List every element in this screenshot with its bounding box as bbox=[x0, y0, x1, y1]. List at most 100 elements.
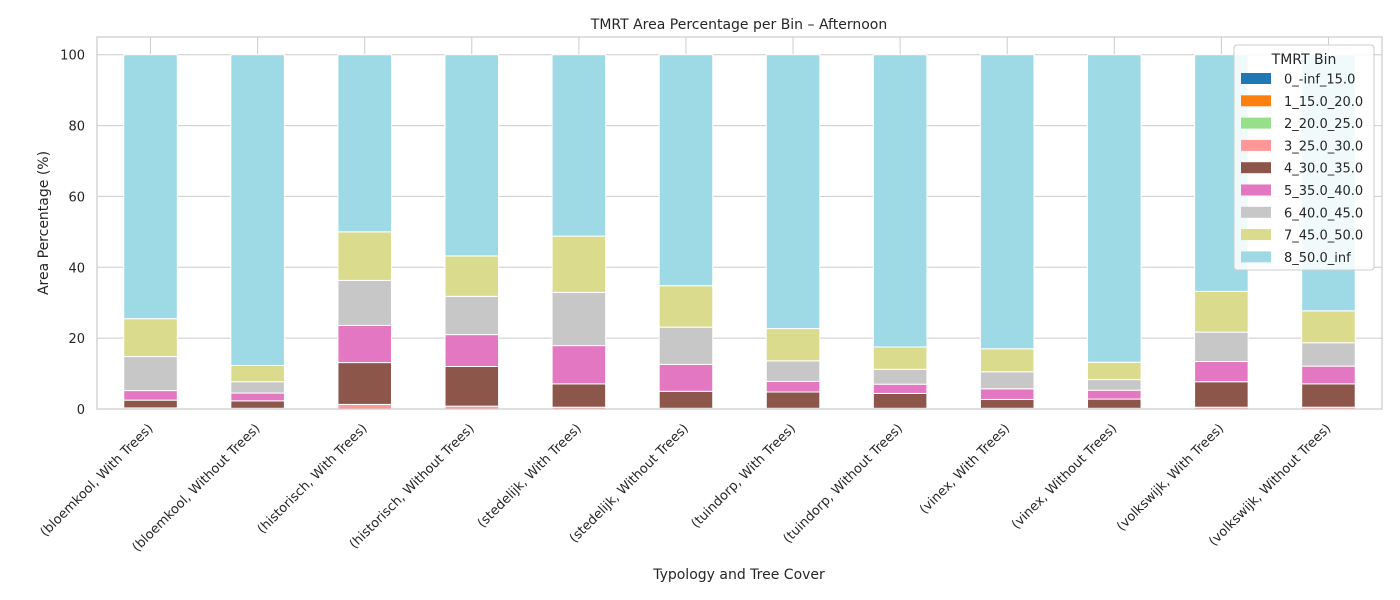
legend-label: 6_40.0_45.0 bbox=[1284, 206, 1363, 221]
legend-title: TMRT Bin bbox=[1271, 52, 1337, 68]
bar-segment bbox=[1194, 361, 1249, 383]
bar-segment bbox=[551, 235, 607, 293]
bar-segment bbox=[123, 390, 178, 401]
bar-stack bbox=[444, 54, 500, 410]
legend-label: 2_20.0_25.0 bbox=[1284, 117, 1363, 132]
bar-segment bbox=[658, 363, 714, 392]
bar-stack bbox=[765, 54, 821, 410]
y-axis-ticks: 0 20 40 60 80 100 bbox=[60, 49, 85, 418]
legend-swatch bbox=[1241, 162, 1271, 174]
y-tick-label: 20 bbox=[68, 332, 85, 347]
x-tick-label: (tuindorp, With Trees) bbox=[689, 421, 799, 531]
y-tick-label: 80 bbox=[68, 120, 85, 135]
bar-segment bbox=[551, 291, 607, 347]
legend-swatch bbox=[1241, 229, 1271, 241]
bar-stack bbox=[551, 54, 607, 410]
bar-segment bbox=[979, 348, 1035, 373]
bar-segment bbox=[979, 54, 1035, 350]
bar-segment bbox=[1087, 54, 1142, 363]
bar-stack bbox=[337, 54, 392, 410]
bar-segment bbox=[658, 285, 714, 328]
bar-segment bbox=[979, 398, 1035, 409]
bar-segment bbox=[1194, 381, 1249, 408]
y-tick-label: 60 bbox=[68, 190, 85, 205]
plot-area bbox=[97, 37, 1382, 409]
x-axis-label: Typology and Tree Cover bbox=[652, 567, 825, 583]
x-tick-label: (stedelijk, Without Trees) bbox=[567, 421, 692, 546]
bar-segment bbox=[979, 371, 1035, 390]
bar-segment bbox=[658, 390, 714, 409]
y-tick-label: 100 bbox=[60, 49, 85, 64]
y-axis-label: Area Percentage (%) bbox=[36, 151, 52, 295]
x-tick-label: (volkswijk, With Trees) bbox=[1114, 421, 1227, 534]
bar-segment bbox=[230, 392, 285, 402]
bar-segment bbox=[765, 391, 821, 409]
bar-segment bbox=[444, 255, 500, 297]
bar-segment bbox=[1087, 389, 1142, 400]
bar-segment bbox=[1087, 379, 1142, 391]
x-axis-ticks: (bloemkool, With Trees)(bloemkool, Witho… bbox=[38, 421, 1335, 555]
legend-label: 3_25.0_30.0 bbox=[1284, 139, 1363, 154]
chart-title: TMRT Area Percentage per Bin – Afternoon bbox=[590, 17, 887, 33]
bar-segment bbox=[551, 54, 607, 237]
bar-segment bbox=[551, 345, 607, 385]
bar-segment bbox=[444, 334, 500, 367]
legend: TMRT Bin 0_-inf_15.0 1_15.0_20.0 2_20.0_25… bbox=[1233, 44, 1375, 271]
x-tick-label: (historisch, With Trees) bbox=[255, 421, 371, 537]
bar-stack bbox=[1087, 54, 1142, 410]
legend-label: 7_45.0_50.0 bbox=[1284, 229, 1363, 244]
bar-segment bbox=[337, 54, 392, 233]
bar-segment bbox=[1087, 398, 1142, 409]
bar-stack bbox=[658, 54, 714, 410]
bar-segment bbox=[123, 399, 178, 409]
bar-segment bbox=[444, 54, 500, 257]
x-tick-label: (vinex, Without Trees) bbox=[1009, 421, 1120, 532]
legend-swatch bbox=[1241, 251, 1271, 263]
bar-segment bbox=[1087, 361, 1142, 381]
legend-label: 4_30.0_35.0 bbox=[1284, 162, 1363, 177]
bar-segment bbox=[872, 383, 928, 394]
bar-segment bbox=[1301, 383, 1356, 408]
bar-segment bbox=[1194, 290, 1249, 333]
bar-stack bbox=[230, 54, 285, 410]
bar-segment bbox=[551, 383, 607, 408]
bar-segment bbox=[872, 392, 928, 409]
legend-swatch bbox=[1241, 95, 1271, 107]
bar-segment bbox=[230, 400, 285, 409]
bar-segment bbox=[230, 54, 285, 366]
x-tick-label: (tuindorp, Without Trees) bbox=[781, 421, 906, 546]
bar-segment bbox=[872, 368, 928, 385]
bar-segment bbox=[337, 362, 392, 405]
bar-segment bbox=[658, 54, 714, 287]
bar-segment bbox=[765, 328, 821, 362]
bar-segment bbox=[337, 403, 392, 410]
bar-segment bbox=[337, 324, 392, 364]
legend-swatch bbox=[1241, 73, 1271, 84]
bar-segment bbox=[1301, 310, 1356, 344]
bar-segment bbox=[979, 388, 1035, 400]
bar-segment bbox=[765, 360, 821, 382]
bar-segment bbox=[230, 364, 285, 383]
bar-segment bbox=[1194, 331, 1249, 363]
legend-label: 1_15.0_20.0 bbox=[1284, 95, 1363, 110]
bar-segment bbox=[1301, 365, 1356, 385]
bar-segment bbox=[230, 381, 285, 394]
x-tick-label: (stedelijk, With Trees) bbox=[475, 421, 585, 531]
legend-label: 8_50.0_inf bbox=[1284, 251, 1351, 266]
bar-segment bbox=[872, 54, 928, 348]
bar-segment bbox=[444, 295, 500, 336]
bar-segment bbox=[444, 365, 500, 407]
legend-label: 5_35.0_40.0 bbox=[1284, 184, 1363, 199]
bar-segment bbox=[658, 326, 714, 365]
y-tick-label: 40 bbox=[68, 261, 85, 276]
legend-swatch bbox=[1241, 184, 1271, 196]
x-tick-label: (bloemkool, Without Trees) bbox=[130, 421, 264, 555]
legend-swatch bbox=[1241, 206, 1271, 218]
bar-stack bbox=[123, 54, 178, 410]
bar-segment bbox=[872, 346, 928, 370]
x-tick-label: (volkswijk, Without Trees) bbox=[1206, 421, 1334, 549]
x-tick-label: (vinex, With Trees) bbox=[917, 421, 1013, 517]
bar-segment bbox=[1301, 342, 1356, 367]
bar-segment bbox=[123, 356, 178, 392]
